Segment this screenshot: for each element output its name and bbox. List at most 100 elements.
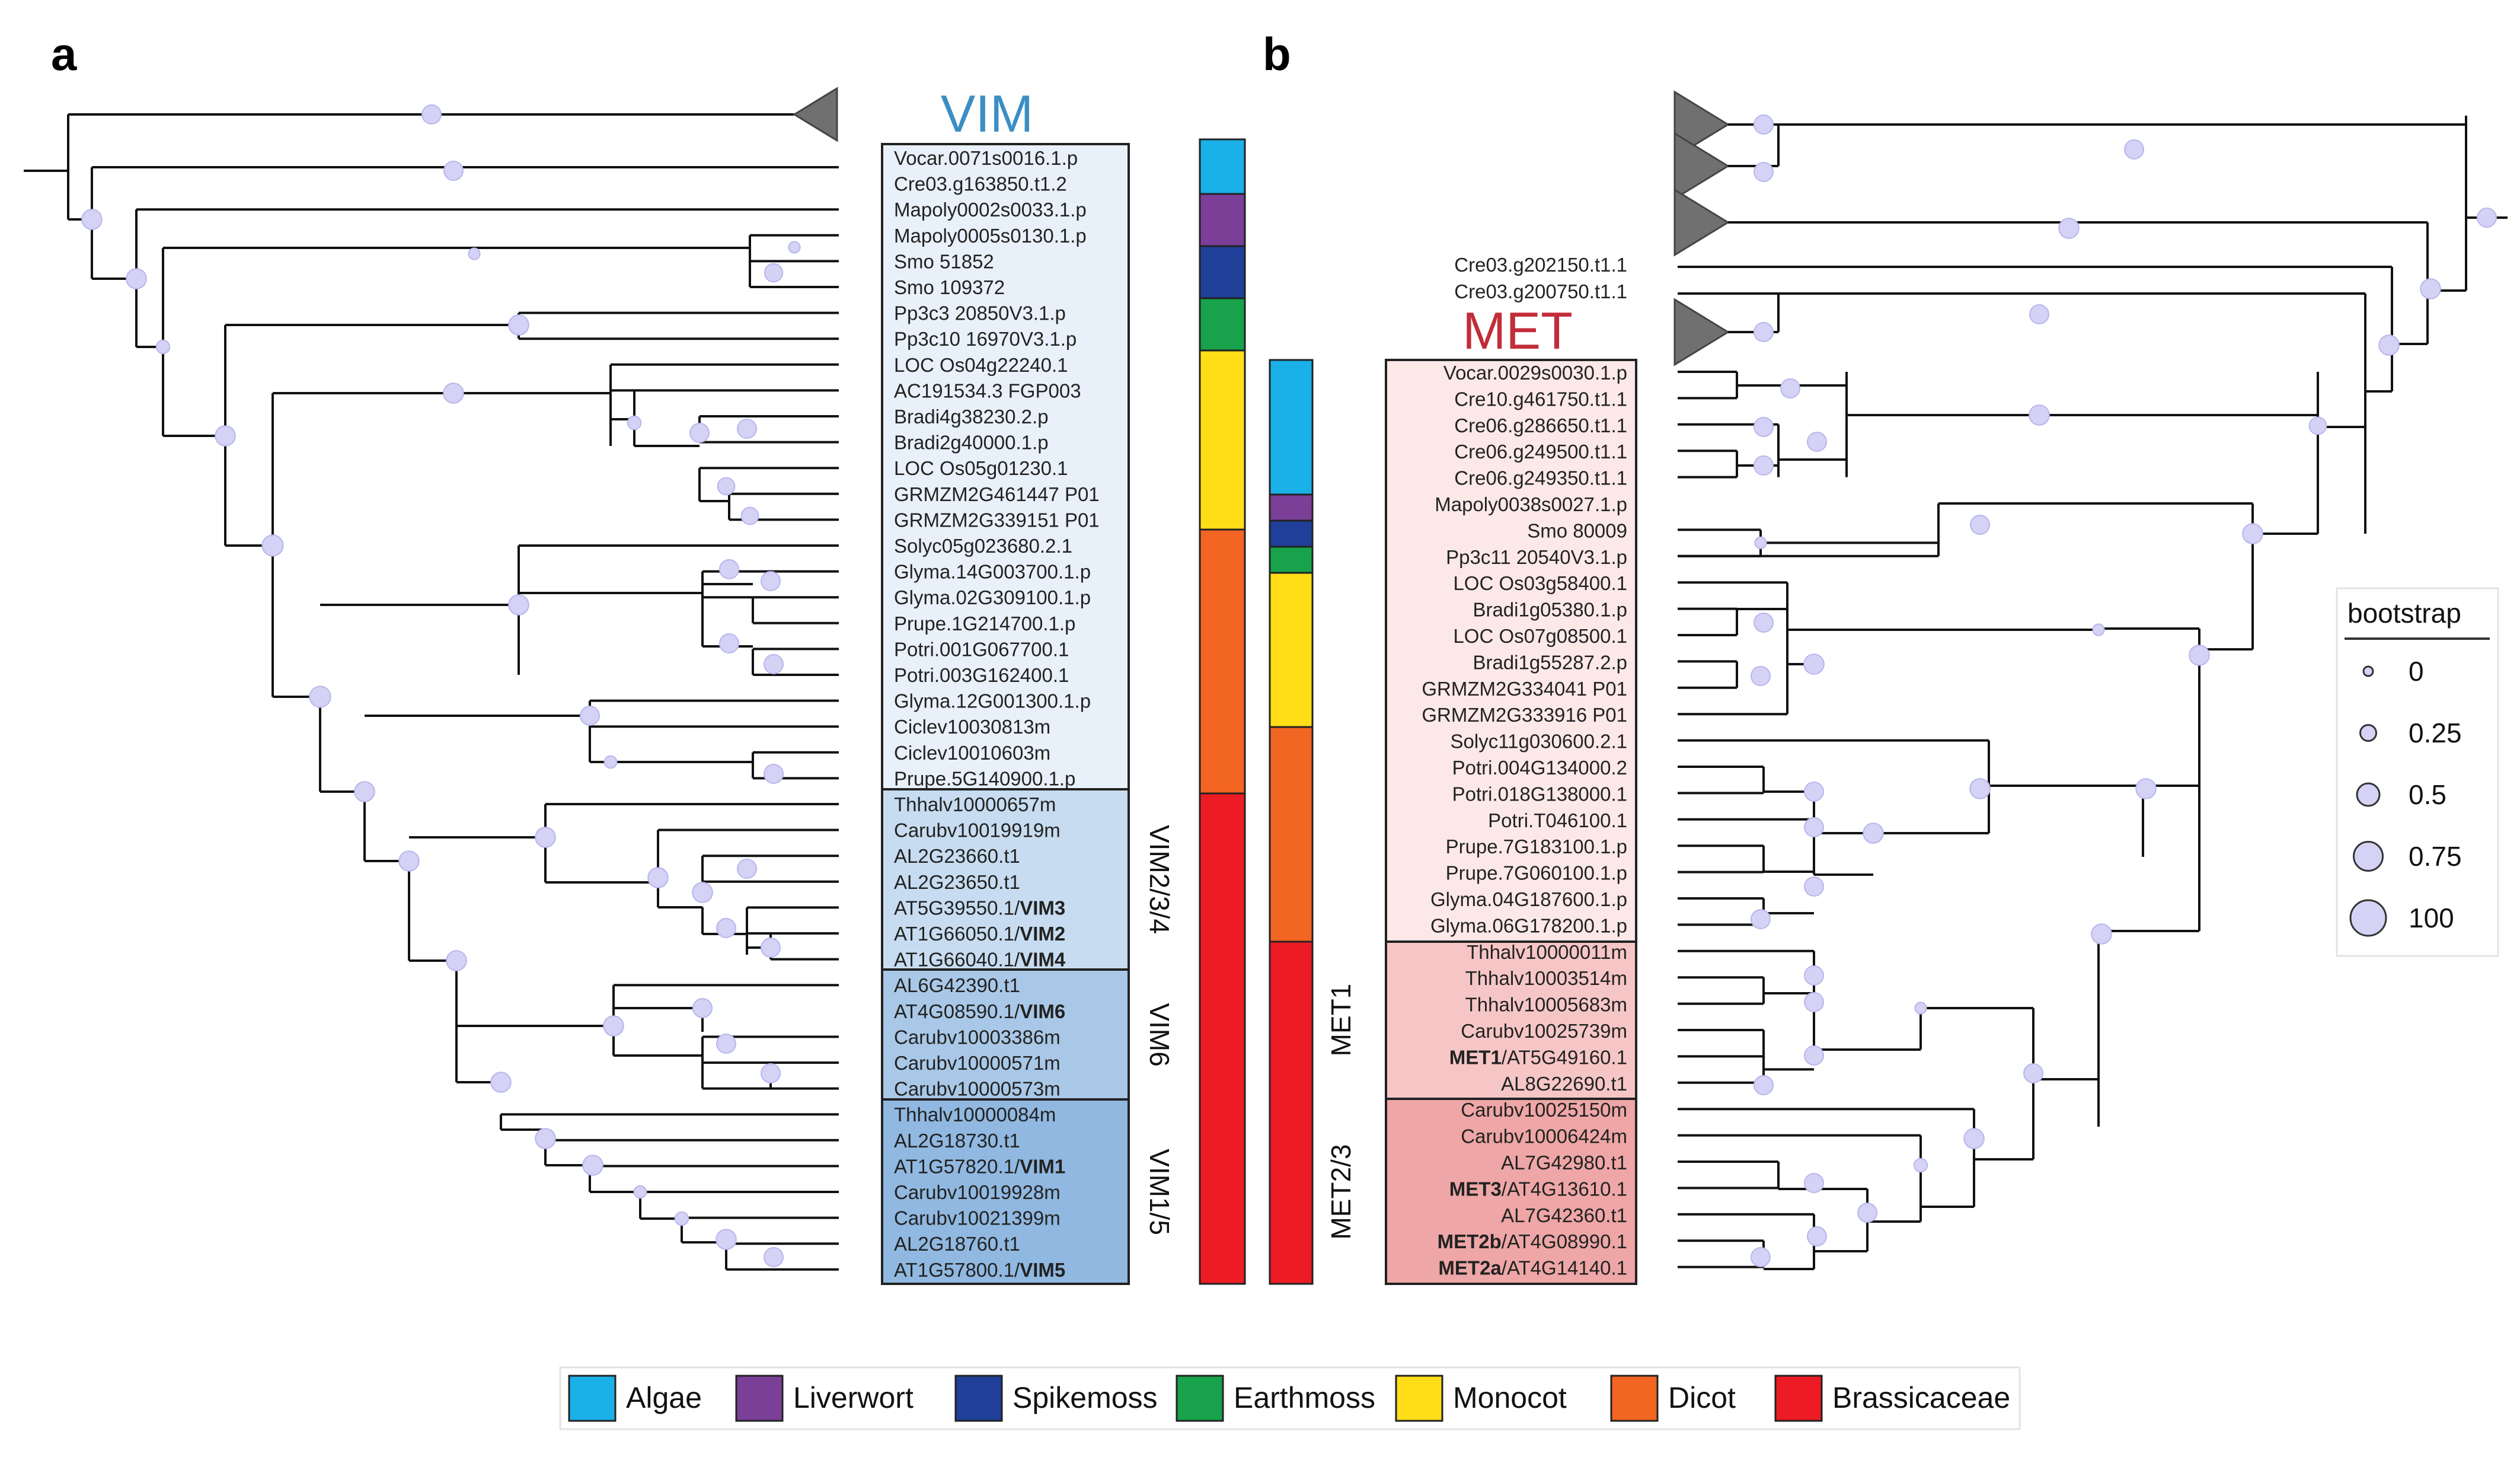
legend-swatch (1774, 1375, 1823, 1422)
bootstrap-node (761, 571, 781, 591)
bootstrap-node (1754, 613, 1774, 633)
vim-gene-label: Carubv10003386m (894, 1026, 1061, 1048)
bootstrap-legend-label: 0.75 (2409, 841, 2462, 872)
met-gene-label: Potri.004G134000.2 (1452, 757, 1627, 779)
legend-swatch (568, 1375, 617, 1422)
bootstrap-node (1754, 455, 1774, 476)
legend-swatch (1395, 1375, 1443, 1422)
bootstrap-node (2378, 334, 2400, 356)
vim-gene-label: LOC Os04g22240.1 (894, 354, 1068, 376)
met-gene-label: Smo 80009 (1527, 519, 1627, 541)
met-gene-label: Cre06.g249500.t1.1 (1454, 441, 1627, 463)
bootstrap-node (1913, 1158, 1928, 1173)
met-gene-label: Potri.018G138000.1 (1452, 783, 1627, 805)
vim-gene-label: Pp3c3 20850V3.1.p (894, 302, 1066, 324)
met-gene-label: Carubv10025739m (1461, 1020, 1627, 1042)
met-gene-label: Mapoly0038s0027.1.p (1435, 493, 1627, 515)
met-gene-label: Thhalv10000011m (1467, 941, 1627, 963)
bootstrap-node (740, 506, 759, 525)
bootstrap-legend-swatch (2353, 841, 2384, 872)
bootstrap-legend-swatch (2349, 899, 2387, 937)
bootstrap-node (2420, 278, 2441, 299)
taxon-legend: Algae Liverwort Spikemoss Earthmoss Monocot D… (559, 1366, 2021, 1430)
bootstrap-node (764, 654, 784, 674)
met-gene-label: Potri.T046100.1 (1488, 809, 1627, 831)
vim-gene-label: AC191534.3 FGP003 (894, 380, 1081, 401)
bootstrap-node (1803, 653, 1825, 675)
met-gene-label: Vocar.0029s0030.1.p (1443, 362, 1627, 384)
vim-gene-label: Solyc05g023680.2.1 (894, 535, 1072, 557)
bootstrap-node (398, 850, 420, 872)
vim-gene-label: Ciclev10010603m (894, 742, 1050, 764)
vim-gene-label: AL2G18730.t1 (894, 1130, 1020, 1152)
bootstrap-node (215, 425, 236, 447)
vim-gene-label: AT4G08590.1/VIM6 (894, 1000, 1065, 1022)
vim-gene-label: Cre03.g163850.t1.2 (894, 173, 1067, 195)
met-gene-label: Bradi1g05380.1.p (1473, 599, 1627, 621)
bootstrap-node (535, 1128, 556, 1149)
bootstrap-node (627, 415, 642, 431)
vim-gene-label: Carubv10021399m (894, 1207, 1061, 1229)
vim-gene-label: AT1G66050.1/VIM2 (894, 923, 1065, 945)
clade-label-met1: MET1 (1326, 984, 1356, 1057)
bootstrap-legend: bootstrap 0 0.25 0.5 0.75 100 (2336, 587, 2499, 957)
vim-gene-label: Carubv10000571m (894, 1052, 1061, 1074)
bootstrap-node (716, 918, 736, 938)
legend-label: Spikemoss (1013, 1381, 1158, 1414)
bootstrap-node (692, 882, 713, 903)
clade-label-vim6: VIM6 (1144, 1003, 1175, 1066)
legend-label: Earthmoss (1234, 1381, 1375, 1414)
vim-gene-label: Potri.003G162400.1 (894, 664, 1069, 686)
met-gene-label: Solyc11g030600.2.1 (1451, 731, 1627, 753)
bootstrap-node (1804, 876, 1824, 897)
bootstrap-node (647, 867, 669, 888)
bootstrap-node (2023, 1063, 2043, 1083)
vim-gene-label: AL2G23650.t1 (894, 871, 1020, 893)
bootstrap-node (692, 998, 713, 1018)
vim-gene-label: Carubv10019919m (894, 820, 1061, 841)
bootstrap-node (764, 1247, 784, 1267)
met-gene-label: Cre10.g461750.t1.1 (1454, 388, 1627, 410)
vim-gene-label: AT1G66040.1/VIM4 (894, 949, 1066, 971)
met-gene-label: AL8G22690.t1 (1501, 1073, 1627, 1095)
vim-gene-label: Glyma.12G001300.1.p (894, 690, 1091, 712)
clade-label-vim15: VIM1/5 (1144, 1149, 1175, 1235)
bootstrap-node (468, 247, 481, 260)
bootstrap-node (1963, 1128, 1985, 1149)
bootstrap-node (1751, 1247, 1771, 1267)
vim-gene-label: AL2G18760.t1 (894, 1233, 1020, 1255)
met-gene-label: Glyma.06G178200.1.p (1430, 914, 1627, 936)
vim-gene-label: Potri.001G067700.1 (894, 638, 1069, 660)
bootstrap-node (674, 1211, 689, 1226)
bootstrap-node (1754, 536, 1767, 550)
bootstrap-node (446, 950, 467, 971)
met-gene-label: Pp3c11 20540V3.1.p (1446, 546, 1627, 568)
bootstrap-node (689, 423, 710, 443)
bootstrap-node (603, 1015, 624, 1037)
vim-gene-label: AT1G57800.1/VIM5 (894, 1259, 1065, 1281)
vim-gene-label: Mapoly0005s0130.1.p (894, 225, 1087, 247)
clade-label-vim234: VIM2/3/4 (1144, 825, 1175, 934)
vim-gene-label: GRMZM2G461447 P01 (894, 483, 1100, 505)
bootstrap-legend-label: 100 (2409, 903, 2454, 933)
bootstrap-node (761, 1063, 781, 1083)
bootstrap-nodes (81, 104, 2497, 1267)
vim-gene-label: Mapoly0002s0033.1.p (894, 199, 1087, 221)
vim-gene-label: Carubv10000573m (894, 1078, 1061, 1100)
met-gene-label: MET2a/AT4G14140.1 (1438, 1257, 1627, 1279)
panel-a-label: a (51, 28, 77, 80)
met-taxon-bar (1269, 359, 1314, 1285)
bootstrap-node (1804, 1045, 1824, 1066)
bootstrap-node (1751, 666, 1771, 686)
vim-gene-label: Thhalv10000084m (894, 1104, 1056, 1126)
vim-gene-label: Pp3c10 16970V3.1.p (894, 328, 1077, 350)
clade-label-met23: MET2/3 (1326, 1144, 1356, 1239)
vim-gene-label: Smo 51852 (894, 250, 994, 272)
bootstrap-node (81, 209, 103, 230)
bootstrap-node (2189, 645, 2210, 666)
bootstrap-node (1807, 432, 1827, 452)
vim-gene-box (881, 143, 1130, 1285)
vim-gene-label: AL6G42390.t1 (894, 974, 1020, 996)
bootstrap-node (1754, 162, 1774, 182)
